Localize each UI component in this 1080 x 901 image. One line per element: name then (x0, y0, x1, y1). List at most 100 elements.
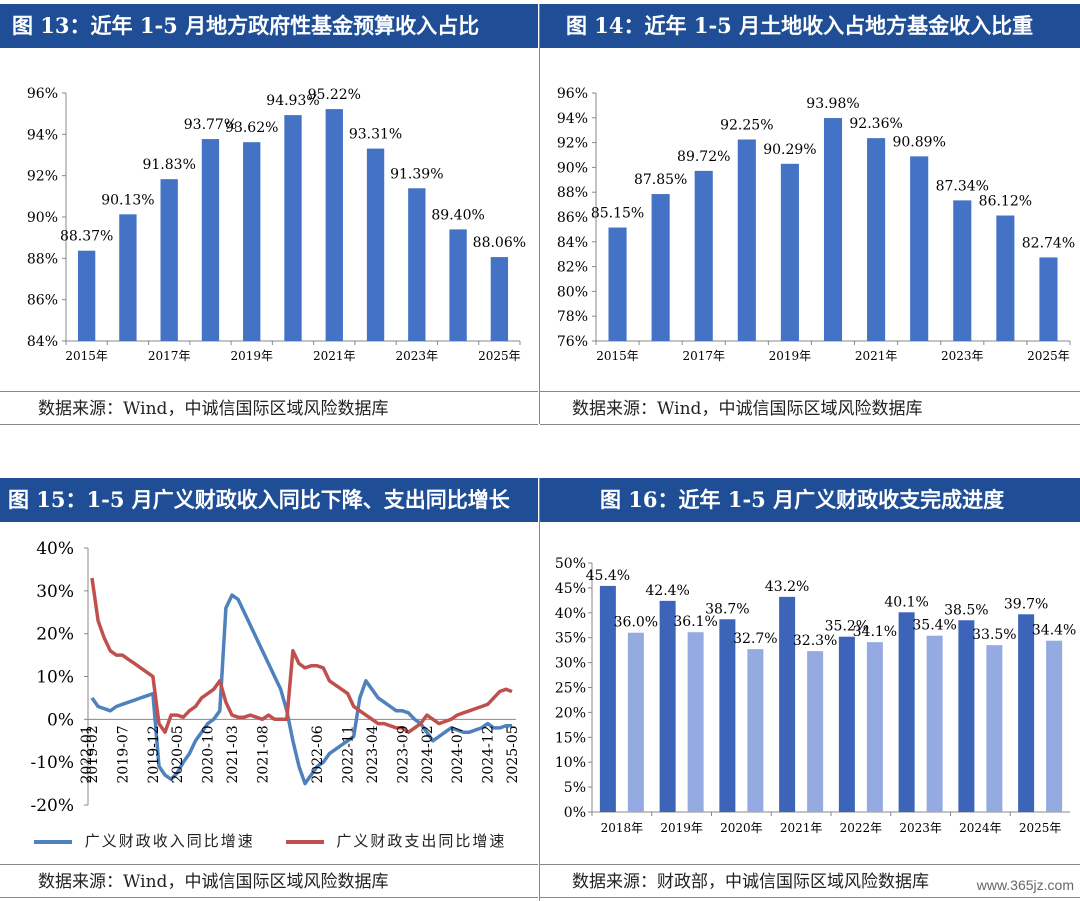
x-tick-label: 2022-01 (79, 725, 95, 783)
bar-data-label: 34.4% (1032, 623, 1076, 639)
bar-series-2 (866, 642, 883, 812)
y-tick-label: -10% (30, 753, 74, 773)
bar-series-1 (958, 620, 975, 812)
y-tick-label: 96% (557, 86, 588, 102)
bar-data-label: 40.1% (884, 594, 928, 610)
x-tick-label: 2022-11 (341, 725, 357, 783)
figure-15-panel: 图 15：1-5 月广义财政收入同比下降、支出同比增长 -20% -10% 0% 10… (0, 478, 538, 901)
y-tick-label: 94% (27, 127, 58, 143)
y-tick-label: 88% (557, 185, 588, 201)
y-tick-label: 10% (555, 755, 586, 771)
x-tick-label: 2015年 (596, 349, 639, 363)
bar (608, 227, 627, 341)
x-tick-label: 2019-12 (146, 725, 162, 783)
x-tick-label: 2015年 (65, 349, 108, 363)
bar-data-label: 89.40% (431, 207, 484, 223)
figure-14-title: 图 14：近年 1-5 月土地收入占地方基金收入比重 (540, 4, 1080, 48)
bar (953, 200, 972, 341)
bar-data-label: 92.36% (849, 116, 902, 132)
y-tick-label: 92% (27, 169, 58, 185)
bar-data-label: 93.98% (806, 96, 859, 112)
y-tick-label: 90% (557, 160, 588, 176)
figure-14-chart: 76% 78% 80% 82% 84% 86% 88% 90% 92% 94% 96% 85.15% 8… (557, 86, 1075, 363)
x-tick-label: 2025-05 (505, 725, 521, 783)
bar-data-label: 82.74% (1022, 235, 1075, 251)
bar-data-label: 38.7% (705, 601, 749, 617)
y-tick-label: 94% (557, 111, 588, 127)
figure-15-chart: -20% -10% 0% 10% 20% 30% 40% 2019-02 2019-07 2019… (30, 539, 521, 816)
x-tick-label: 2019年 (660, 821, 703, 835)
bar-series-2 (807, 651, 824, 812)
bar-data-label: 92.25% (720, 118, 773, 134)
bar-data-label: 94.93% (266, 93, 319, 109)
bar-series-1 (719, 619, 736, 812)
bar (780, 163, 799, 341)
legend-expense-swatch (285, 840, 324, 844)
y-tick-label: 20% (555, 705, 586, 721)
x-tick-label: 2020-05 (170, 725, 186, 783)
x-tick-label: 2022年 (840, 821, 883, 835)
x-tick-label: 2017年 (148, 349, 191, 363)
x-tick-label: 2017年 (682, 349, 725, 363)
figure-15-legend: 广义财政收入同比增速 广义财政支出同比增速 (34, 830, 534, 854)
bar (490, 257, 509, 341)
x-tick-label: 2024-12 (481, 725, 497, 783)
x-tick-label: 2025年 (478, 349, 521, 363)
y-tick-label: 86% (557, 210, 588, 226)
x-tick-label: 2023年 (899, 821, 942, 835)
y-tick-label: 82% (557, 260, 588, 276)
figure-16-chart: 0% 5% 10% 15% 20% 25% 30% 35% 40% 45% 50%45.4% 36.0… (555, 556, 1076, 835)
bar-data-label: 34.1% (853, 624, 897, 640)
figure-13-panel: 图 13：近年 1-5 月地方政府性基金预算收入占比 84% 86% 88% 90% 9… (0, 4, 538, 425)
bar-series-2 (627, 632, 644, 812)
bar (996, 215, 1015, 341)
y-tick-label: 5% (564, 780, 586, 796)
bar-data-label: 93.77% (184, 117, 237, 133)
y-tick-label: 96% (27, 86, 58, 102)
bar-series-1 (838, 636, 855, 812)
bar-data-label: 39.7% (1004, 596, 1048, 612)
y-tick-label: 45% (555, 581, 586, 597)
bar (325, 109, 343, 341)
x-tick-label: 2025年 (1027, 349, 1070, 363)
bar-data-label: 35.2% (825, 619, 869, 635)
bar (910, 156, 929, 341)
legend-expense-label: 广义财政支出同比增速 (336, 832, 507, 850)
bar-data-label: 42.4% (645, 583, 689, 599)
bar-data-label: 38.5% (944, 602, 988, 618)
legend-income-swatch (34, 840, 72, 844)
figure-14-source: 数据来源：Wind，中诚信国际区域风险数据库 (540, 391, 1080, 425)
bar-series-1 (1018, 614, 1035, 812)
x-tick-label: 2021-08 (255, 725, 271, 783)
x-tick-label: 2023年 (941, 349, 984, 363)
bar-data-label: 88.37% (60, 229, 113, 245)
y-tick-label: -20% (30, 796, 74, 816)
figure-13-source: 数据来源：Wind，中诚信国际区域风险数据库 (0, 391, 538, 425)
y-tick-label: 88% (27, 251, 58, 267)
bar (119, 214, 137, 341)
bar-data-label: 88.06% (473, 235, 526, 251)
y-tick-label: 30% (36, 582, 74, 602)
figure-13-title: 图 13：近年 1-5 月地方政府性基金预算收入占比 (0, 4, 538, 48)
bar-data-label: 32.7% (733, 631, 777, 647)
bar-series-1 (599, 585, 616, 812)
bar-data-label: 87.85% (634, 172, 687, 188)
x-tick-label: 2023-04 (365, 725, 381, 783)
x-tick-label: 2018年 (601, 821, 644, 835)
x-tick-label: 2021年 (855, 349, 898, 363)
bar (201, 139, 220, 341)
bar-series-2 (926, 635, 943, 812)
bar-data-label: 32.3% (793, 633, 837, 649)
x-tick-label: 2020年 (720, 821, 763, 835)
bar (867, 138, 886, 341)
bar-series-1 (898, 612, 915, 812)
x-tick-label: 2025年 (1019, 821, 1062, 835)
y-tick-label: 84% (27, 334, 58, 350)
x-tick-label: 2019年 (230, 349, 273, 363)
x-tick-label: 2019-02 (85, 725, 101, 783)
bar-data-label: 45.4% (586, 568, 630, 584)
y-tick-label: 40% (36, 539, 74, 559)
bar (284, 115, 302, 341)
y-tick-label: 30% (555, 656, 586, 672)
x-tick-label: 2024-07 (450, 725, 466, 783)
